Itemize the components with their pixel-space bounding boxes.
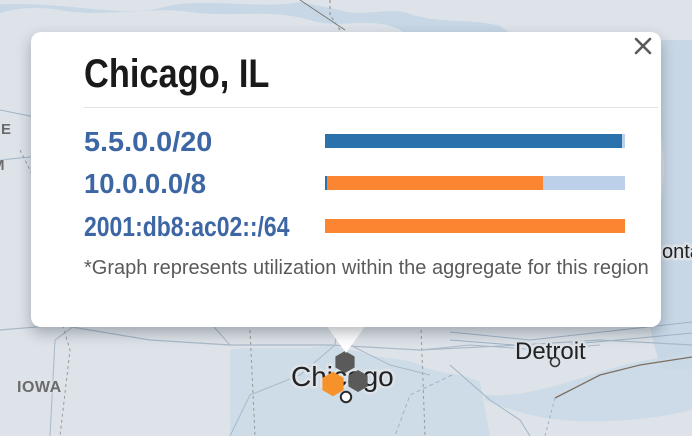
svg-text:ontario: ontario [662,241,692,263]
